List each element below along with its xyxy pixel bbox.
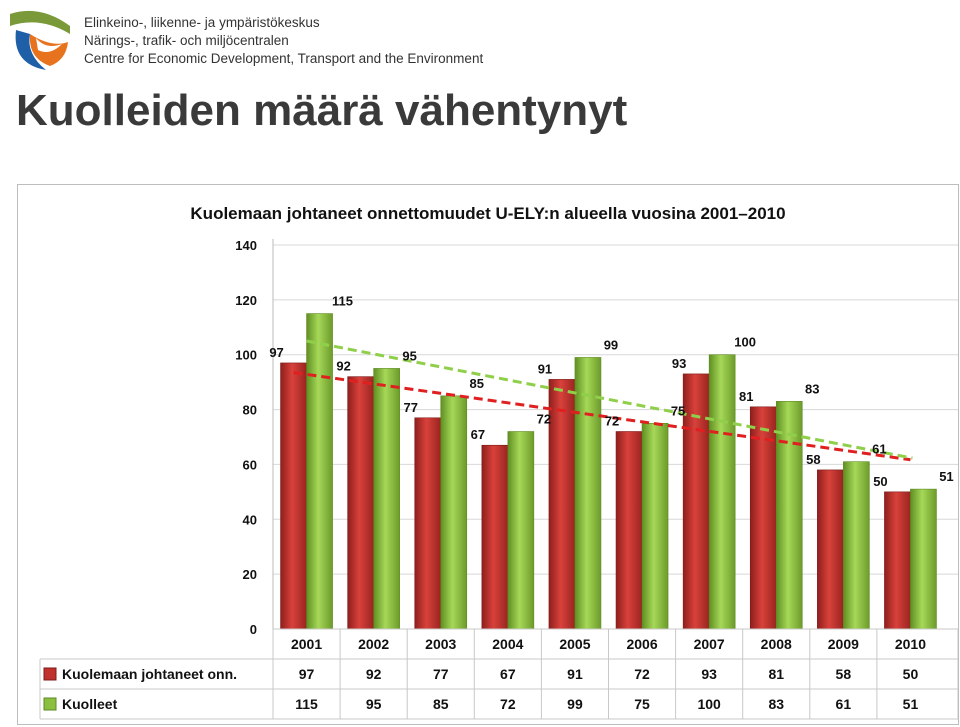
x-category-label: 2003 <box>425 636 456 652</box>
data-label-deaths: 100 <box>734 335 756 350</box>
trendlines <box>293 339 913 462</box>
y-tick-label: 140 <box>235 238 257 253</box>
bar-deaths <box>440 395 468 630</box>
data-table-cell: 100 <box>697 696 721 712</box>
y-tick-label: 0 <box>250 622 257 637</box>
data-table-cell: 51 <box>903 696 919 712</box>
org-header: Elinkeino-, liikenne- ja ympäristökeskus… <box>0 0 960 80</box>
data-label-accidents: 67 <box>471 427 485 442</box>
bar-accidents <box>884 491 911 630</box>
data-table: 2001 2002 2003 2004 2005 2006 2007 2008 2009 2010… <box>39 628 958 720</box>
x-category-label: 2004 <box>492 636 523 652</box>
data-table-cell: 99 <box>567 696 583 712</box>
data-labels: 97 92 77 67 91 72 93 81 58 50 115 95 85 72 99 75 100 83 61… <box>269 294 953 489</box>
data-label-accidents: 91 <box>538 361 552 376</box>
data-label-deaths: 99 <box>604 337 618 352</box>
data-label-accidents: 92 <box>336 359 350 374</box>
data-label-deaths: 95 <box>402 348 416 363</box>
data-label-accidents: 97 <box>269 345 283 360</box>
data-label-accidents: 77 <box>404 400 418 415</box>
data-label-accidents: 93 <box>672 356 686 371</box>
data-label-accidents: 81 <box>739 389 753 404</box>
legend-swatch-accidents <box>43 667 57 681</box>
data-label-accidents: 58 <box>806 452 820 467</box>
data-table-cell: 92 <box>366 666 382 682</box>
bar-accidents <box>682 373 710 630</box>
y-tick-label: 80 <box>243 403 257 418</box>
org-name-english: Centre for Economic Development, Transpo… <box>84 51 484 66</box>
x-category-label: 2008 <box>761 636 792 652</box>
bar-accidents <box>414 417 442 630</box>
data-table-cell: 58 <box>836 666 852 682</box>
x-category-label: 2010 <box>895 636 926 652</box>
data-table-cell: 67 <box>500 666 516 682</box>
ely-centre-logo-icon <box>10 10 70 70</box>
bar-accidents <box>481 444 509 630</box>
bar-deaths <box>306 313 333 630</box>
data-label-deaths: 83 <box>805 381 819 396</box>
chart-title: Kuolemaan johtaneet onnettomuudet U-ELY:… <box>190 204 785 223</box>
data-label-accidents: 50 <box>873 474 887 489</box>
legend-label-deaths: Kuolleet <box>62 696 118 712</box>
y-tick-label: 100 <box>235 348 257 363</box>
data-table-cell: 77 <box>433 666 449 682</box>
bar-deaths <box>641 422 669 630</box>
data-label-deaths: 61 <box>872 442 886 457</box>
x-category-label: 2005 <box>559 636 590 652</box>
data-table-cell: 81 <box>768 666 784 682</box>
bar-accidents <box>615 431 643 630</box>
data-label-deaths: 72 <box>537 412 551 427</box>
legend-label-accidents: Kuolemaan johtaneet onn. <box>62 666 237 682</box>
slide-title: Kuolleiden määrä vähentynyt <box>16 86 628 135</box>
bar-accidents <box>548 379 576 630</box>
bar-accidents <box>347 376 374 630</box>
y-tick-label: 20 <box>243 567 257 582</box>
data-label-deaths: 115 <box>332 294 353 309</box>
data-table-cell: 91 <box>567 666 583 682</box>
org-name-finnish: Elinkeino-, liikenne- ja ympäristökeskus <box>84 15 320 30</box>
trendline-accidents <box>293 371 911 462</box>
y-axis: 0 20 40 60 80 100 120 140 <box>235 238 274 637</box>
data-table-cell: 115 <box>295 696 318 712</box>
bar-deaths <box>910 488 937 630</box>
bar-chart: Kuolemaan johtaneet onnettomuudet U-ELY:… <box>39 204 958 720</box>
data-label-accidents: 72 <box>605 414 619 429</box>
y-tick-label: 40 <box>243 512 257 527</box>
y-tick-label: 60 <box>243 457 257 472</box>
data-table-cell: 93 <box>701 666 717 682</box>
bar-deaths <box>843 461 870 630</box>
bar-accidents <box>817 469 844 630</box>
y-tick-label: 120 <box>235 293 257 308</box>
bars <box>280 313 937 630</box>
data-table-cell: 61 <box>836 696 852 712</box>
data-table-cell: 95 <box>366 696 382 712</box>
data-table-cell: 72 <box>500 696 516 712</box>
org-name-swedish: Närings-, trafik- och miljöcentralen <box>84 33 289 48</box>
data-label-deaths: 75 <box>671 403 685 418</box>
bar-deaths <box>507 431 535 630</box>
x-category-label: 2007 <box>694 636 725 652</box>
data-label-deaths: 85 <box>470 376 484 391</box>
data-table-cell: 50 <box>903 666 919 682</box>
x-category-label: 2006 <box>626 636 657 652</box>
data-table-cell: 72 <box>634 666 650 682</box>
data-table-cell: 83 <box>768 696 784 712</box>
legend-swatch-deaths <box>43 697 57 711</box>
data-table-cell: 75 <box>634 696 650 712</box>
x-category-label: 2002 <box>358 636 389 652</box>
chart-frame: Kuolemaan johtaneet onnettomuudet U-ELY:… <box>17 184 959 725</box>
trendline-deaths <box>306 339 913 460</box>
x-category-label: 2009 <box>828 636 859 652</box>
bar-deaths <box>708 354 736 630</box>
bar-accidents <box>280 362 307 630</box>
bar-deaths <box>373 368 400 630</box>
data-label-deaths: 51 <box>939 469 953 484</box>
data-table-cell: 85 <box>433 696 449 712</box>
data-table-cell: 97 <box>299 666 315 682</box>
org-name-block: Elinkeino-, liikenne- ja ympäristökeskus… <box>84 14 483 68</box>
x-category-label: 2001 <box>291 636 322 652</box>
